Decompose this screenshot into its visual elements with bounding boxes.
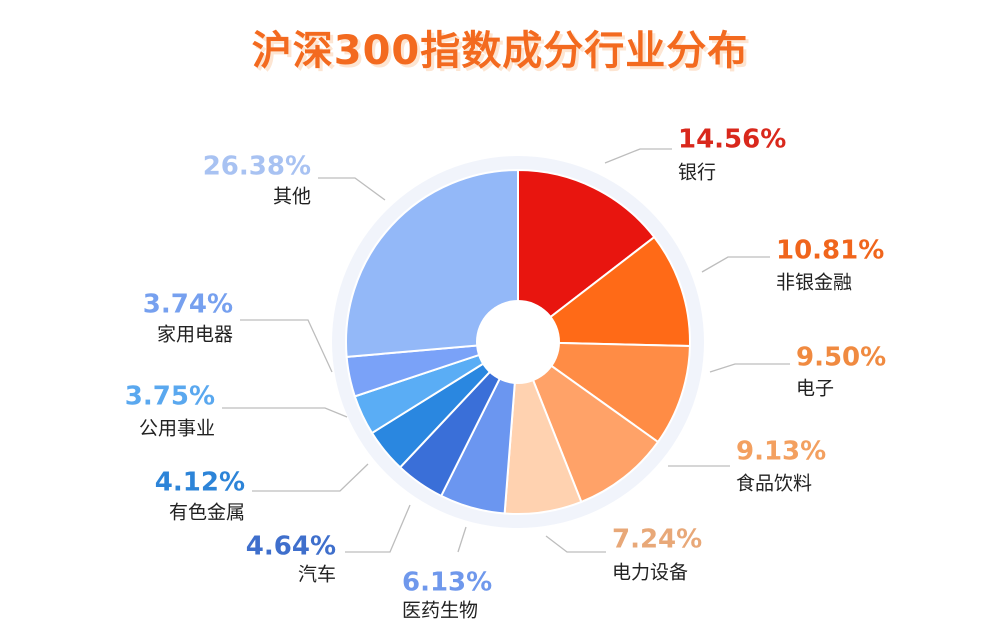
leader-line	[222, 407, 348, 418]
slice-category-label: 电力设备	[612, 562, 688, 584]
slice-percent-label: 7.24%	[612, 525, 702, 555]
slice-percent-label: 10.81%	[776, 236, 884, 266]
leader-line	[709, 363, 790, 373]
slice-category-label: 家用电器	[157, 324, 233, 346]
pie-slice	[515, 235, 691, 348]
leader-line	[457, 526, 467, 553]
slice-category-label: 公用事业	[139, 418, 215, 440]
leader-line	[240, 319, 333, 373]
slice-category-label: 银行	[678, 162, 716, 184]
slice-category-label: 汽车	[298, 564, 336, 586]
pie-slice	[517, 168, 656, 345]
slice-percent-label: 9.50%	[796, 343, 886, 373]
chart-title: 沪深300指数成分行业分布	[251, 28, 749, 74]
leader-line	[545, 535, 606, 553]
slice-percent-label: 4.64%	[246, 532, 336, 562]
slice-category-label: 食品饮料	[736, 473, 812, 495]
slice-percent-label: 9.13%	[736, 437, 826, 467]
slice-percent-label: 14.56%	[678, 125, 786, 155]
slice-percent-label: 3.74%	[143, 290, 233, 320]
slice-percent-label: 26.38%	[203, 152, 311, 182]
slice-category-label: 医药生物	[402, 600, 478, 622]
slice-category-label: 电子	[796, 378, 834, 400]
leader-line	[604, 148, 672, 164]
pie-center-hole	[476, 300, 560, 384]
slice-category-label: 有色金属	[169, 502, 245, 524]
pie-slice	[345, 168, 519, 358]
leader-line	[701, 256, 770, 273]
pie-slice	[515, 339, 660, 504]
slice-percent-label: 4.12%	[155, 468, 245, 498]
leader-line	[318, 177, 386, 201]
leader-line	[252, 463, 369, 492]
slice-category-label: 非银金融	[776, 272, 852, 294]
slice-category-label: 其他	[273, 186, 311, 208]
leader-line	[345, 504, 411, 553]
pie-slice	[514, 340, 691, 444]
slice-percent-label: 6.13%	[402, 568, 492, 598]
slice-percent-label: 3.75%	[125, 382, 215, 412]
